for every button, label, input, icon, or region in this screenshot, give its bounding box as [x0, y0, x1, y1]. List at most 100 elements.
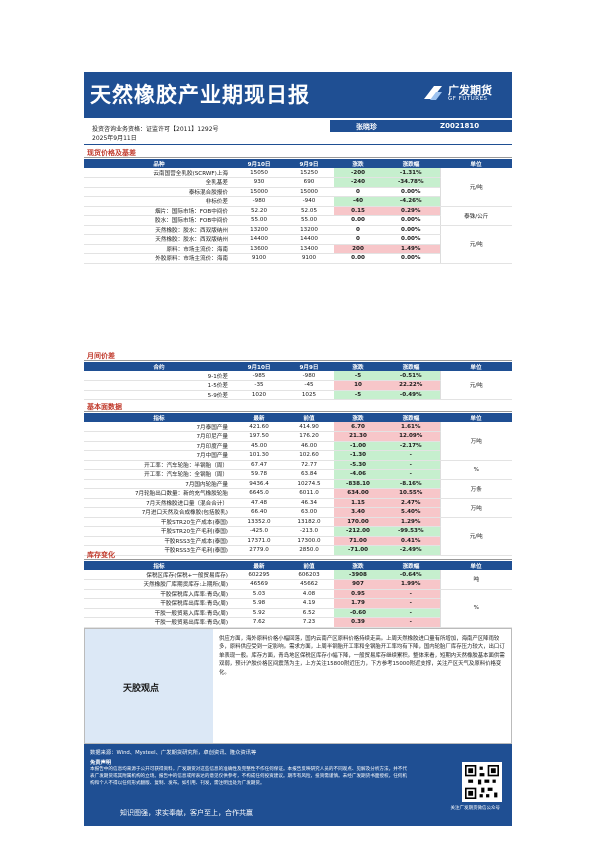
latest-value: 2779.0 [234, 545, 284, 556]
change-percent: - [382, 608, 440, 618]
previous-value: -980 [284, 371, 334, 381]
disclaimer-title: 免责声明 [90, 760, 112, 766]
qr-code[interactable] [462, 762, 502, 802]
latest-value: 46569 [234, 579, 284, 590]
row-name: 开工率：汽车轮胎：全钢胎（周） [84, 469, 234, 480]
previous-value: 4.08 [284, 589, 334, 599]
change-value: -0.60 [334, 608, 382, 618]
monthly-spread-table: 合约 9月10日 9月9日 涨跌 涨跌幅 单位 9-1价差 -985 -980 -5-… [84, 362, 512, 400]
previous-value: 102.60 [284, 450, 334, 461]
latest-value: 66.40 [234, 507, 284, 518]
previous-value: 72.77 [284, 460, 334, 470]
table-row: 干胶一般贸易出库率:青岛(周) 7.62 7.23 0.39- [84, 617, 512, 628]
row-name: 原料：市场主流价：海南 [84, 244, 234, 254]
latest-value: 45.00 [234, 441, 284, 451]
latest-value: 52.20 [234, 206, 284, 216]
col-header: 涨跌幅 [382, 159, 440, 168]
row-name: 开工率：汽车轮胎：半钢胎（周） [84, 460, 234, 470]
qr-caption: 关注广发期货微信公众号 [450, 806, 501, 811]
row-name: 7月天然橡胶进口量（混合合计） [84, 498, 234, 508]
change-value: -4.06 [334, 469, 382, 480]
change-percent: 0.29% [382, 206, 440, 216]
change-percent: 1.49% [382, 244, 440, 254]
previous-value: 9100 [284, 253, 334, 264]
latest-value: 17371.0 [234, 536, 284, 546]
row-name: 干胶一般贸易出库率:青岛(周) [84, 617, 234, 628]
change-percent: -2.17% [382, 441, 440, 451]
change-percent: 5.40% [382, 507, 440, 518]
col-header: 最新 [234, 561, 284, 570]
change-value: 0.95 [334, 589, 382, 599]
change-value: -71.00 [334, 545, 382, 556]
col-header: 涨跌幅 [382, 561, 440, 570]
previous-value: 13182.0 [284, 517, 334, 527]
unit-cell: 元/吨 [439, 371, 512, 400]
change-value: -1.30 [334, 450, 382, 461]
change-value: 170.00 [334, 517, 382, 527]
col-header: 品种 [84, 159, 234, 168]
col-header: 涨跌幅 [382, 413, 440, 422]
change-value: -240 [334, 177, 382, 188]
change-percent: 0.41% [382, 536, 440, 546]
table-row: 7月泰国产量 421.60 414.90 6.70 1.61% 万吨 [84, 422, 512, 461]
col-header: 合约 [84, 362, 234, 371]
latest-value: 101.30 [234, 450, 284, 461]
previous-value: 17300.0 [284, 536, 334, 546]
previous-value: 63.84 [284, 469, 334, 480]
table-row: 天然橡胶厂库期货库存:上期所(周) 46569 45662 907 1.99% [84, 579, 512, 590]
change-value: 634.00 [334, 488, 382, 499]
unit-cell: 万条 [439, 479, 512, 499]
qr-code-icon [465, 765, 499, 799]
change-value: 71.00 [334, 536, 382, 546]
row-name: 5-9价差 [84, 390, 234, 400]
spot-price-table: 品种 9月10日 9月9日 涨跌 涨跌幅 单位 云南国营全乳胶(SCRWF)上海… [84, 159, 512, 264]
table-row: 干胶RSS3生产成本(泰国) 17371.0 17300.0 71.00 0.41% [84, 536, 512, 546]
change-percent: 0.00% [382, 215, 440, 226]
previous-value: 46.00 [284, 441, 334, 451]
change-value: 0.00 [334, 253, 382, 264]
change-percent: 10.55% [382, 488, 440, 499]
row-name: 干胶RSS3生产毛利(泰国) [84, 545, 234, 556]
change-value: -212.00 [334, 526, 382, 537]
table-header-row: 合约 9月10日 9月9日 涨跌 涨跌幅 单位 [84, 362, 512, 371]
previous-value: 6011.0 [284, 488, 334, 499]
fundamental-table: 指标 最新 前值 涨跌 涨跌幅 单位 7月泰国产量 421.60 414.90 6.7… [84, 413, 512, 556]
change-value: 0 [334, 234, 382, 245]
previous-value: 13400 [284, 244, 334, 254]
latest-value: 197.50 [234, 431, 284, 442]
col-header: 前值 [284, 561, 334, 570]
table-row: 干胶保税库入库率:青岛(周) 5.03 4.08 0.95-% [84, 589, 512, 628]
change-value: 0 [334, 225, 382, 235]
row-name: 干胶RSS3生产成本(泰国) [84, 536, 234, 546]
row-name: 7月进口天然及合成橡胶(包括胶乳) [84, 507, 234, 518]
change-value: 10 [334, 380, 382, 391]
gf-futures-logo: 广发期货 GF FUTURES [422, 81, 502, 107]
logo-chinese-name: 广发期货 [448, 84, 492, 97]
latest-value: 15050 [234, 168, 284, 178]
viewpoint-text: 供应方面，海外原料价格小幅回落，国内云南产区原料价格持续走高。上周天然橡胶进口量… [219, 636, 505, 676]
change-percent: 1.99% [382, 579, 440, 590]
change-percent: 1.61% [382, 422, 440, 432]
col-header: 单位 [440, 413, 512, 422]
latest-value: 6645.0 [234, 488, 284, 499]
section-title-inventory: 库存变化 [84, 550, 512, 560]
table-row: 保税区库存(保税+一般贸易库存) 602295 606203 -3908 -0.64% 吨 [84, 570, 512, 590]
table-row: 干胶一般贸易入库率:青岛(周) 5.92 6.52 -0.60- [84, 608, 512, 618]
change-percent: - [382, 598, 440, 609]
viewpoint-label-cell: 天胶观点 [85, 629, 213, 743]
latest-value: -425.0 [234, 526, 284, 537]
unit-cell: 元/吨 [439, 168, 512, 207]
row-name: 7月印度产量 [84, 441, 234, 451]
table-row: 干胶STR20生产成本(泰国) 13352.0 13182.0 170.00 1.29%… [84, 517, 512, 556]
col-header: 9月10日 [234, 362, 284, 371]
unit-cell: % [439, 460, 512, 480]
change-value: 200 [334, 244, 382, 254]
latest-value: 7.62 [234, 617, 284, 628]
change-percent: -99.53% [382, 526, 440, 537]
table-row: 原料：市场主流价：海南 13600 13400 200 1.49% [84, 244, 512, 254]
report-header: 天然橡胶产业期现日报 广发期货 GF FUTURES [84, 72, 512, 118]
change-percent: -1.31% [382, 168, 440, 178]
change-percent: 22.22% [382, 380, 440, 391]
row-name: 7月泰国产量 [84, 422, 234, 432]
latest-value: 602295 [234, 570, 284, 580]
